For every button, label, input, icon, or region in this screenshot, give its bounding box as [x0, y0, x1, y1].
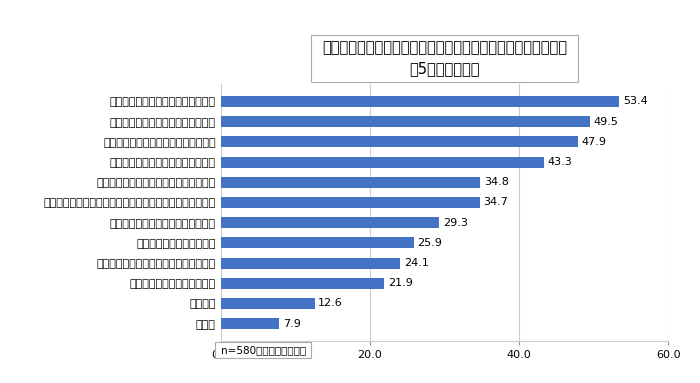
Text: 12.6: 12.6	[318, 298, 343, 308]
Bar	[220, 136, 578, 147]
Bar	[220, 237, 414, 249]
Text: 企業人として、いまの小学生に対して心配なことは何ですか。
（5つまで選択）: 企業人として、いまの小学生に対して心配なことは何ですか。 （5つまで選択）	[322, 41, 567, 77]
Bar	[220, 318, 279, 329]
Bar	[220, 157, 544, 168]
Bar	[220, 177, 480, 188]
Text: 49.5: 49.5	[594, 117, 619, 127]
Text: 53.4: 53.4	[623, 97, 648, 106]
Bar	[220, 257, 400, 268]
Text: 34.8: 34.8	[484, 177, 509, 187]
Text: 25.9: 25.9	[418, 238, 442, 248]
Bar	[220, 197, 480, 208]
Text: 29.3: 29.3	[443, 218, 468, 228]
Text: 43.3: 43.3	[547, 157, 573, 167]
Bar	[220, 278, 384, 289]
Bar	[220, 116, 590, 127]
Bar	[220, 96, 620, 107]
Text: n=580（無回答を除く）: n=580（無回答を除く）	[220, 345, 306, 355]
Text: 21.9: 21.9	[388, 278, 412, 288]
Text: 34.7: 34.7	[483, 198, 508, 208]
Text: 24.1: 24.1	[404, 258, 429, 268]
Text: 7.9: 7.9	[284, 319, 301, 329]
Bar	[220, 217, 440, 228]
Text: 47.9: 47.9	[582, 137, 607, 147]
Bar	[220, 298, 314, 309]
